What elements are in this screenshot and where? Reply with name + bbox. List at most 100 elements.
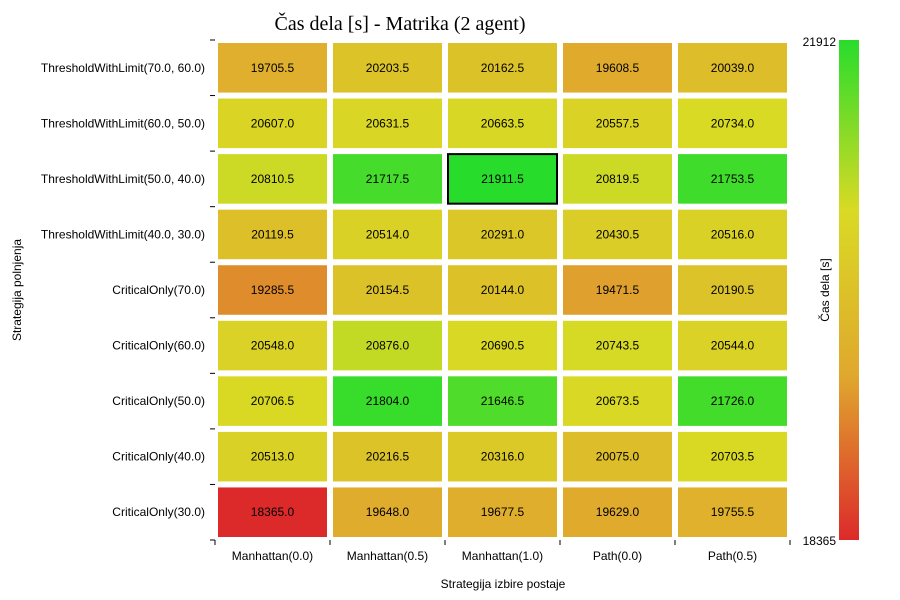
- cell-value-label: 20316.0: [481, 450, 525, 464]
- cell-value-label: 20430.5: [596, 227, 640, 241]
- heatmap-cell: [333, 320, 442, 371]
- y-tick-label: ThresholdWithLimit(70.0, 60.0): [41, 61, 205, 75]
- x-tick-labels: Manhattan(0.0) Manhattan(0.5) Manhattan(1.…: [214, 540, 791, 563]
- heatmap-cell: [678, 43, 787, 93]
- cell-value-label: 21753.5: [711, 172, 755, 186]
- cell-value-label: 21717.5: [366, 172, 410, 186]
- heatmap-cell: [218, 376, 327, 426]
- colorbar-max-label: 21912: [803, 35, 837, 49]
- heatmap-cell: [448, 98, 557, 149]
- heatmap-cell: [218, 320, 327, 371]
- cell-value-label: 20743.5: [596, 339, 640, 353]
- heatmap-cell: [448, 376, 557, 426]
- heatmap-cell: [218, 487, 327, 537]
- x-axis-label: Strategija izbire postaje: [441, 577, 566, 591]
- heatmap-cell: [563, 154, 672, 204]
- cell-value-label: 20190.5: [711, 283, 755, 297]
- heatmap-cell: [218, 209, 327, 260]
- colorbar-min-label: 18365: [803, 534, 837, 548]
- cell-value-label: 19677.5: [481, 505, 525, 519]
- y-tick-label: CriticalOnly(40.0): [112, 450, 205, 464]
- y-tick-label: CriticalOnly(70.0): [112, 283, 205, 297]
- heatmap-cell: [678, 209, 787, 260]
- heatmap-cell: [333, 431, 442, 482]
- x-tick-label: Manhattan(0.5): [347, 549, 428, 563]
- cell-value-label: 20690.5: [481, 339, 525, 353]
- heatmap-cell: [218, 43, 327, 93]
- y-tick-labels: ThresholdWithLimit(70.0, 60.0) ThresholdW…: [41, 39, 215, 541]
- cell-value-label: 20673.5: [596, 394, 640, 408]
- cell-value-label: 21804.0: [366, 394, 410, 408]
- x-tick-label: Path(0.0): [593, 549, 642, 563]
- cell-value-label: 20516.0: [711, 227, 755, 241]
- cell-value-label: 19755.5: [711, 505, 755, 519]
- cell-value-label: 20291.0: [481, 227, 525, 241]
- cell-value-label: 20544.0: [711, 339, 755, 353]
- heatmap-cell: [678, 320, 787, 371]
- y-tick-label: ThresholdWithLimit(40.0, 30.0): [41, 227, 205, 241]
- heatmap-cell: [218, 265, 327, 315]
- cell-value-label: 20810.5: [251, 172, 295, 186]
- cell-value-label: 19648.0: [366, 505, 410, 519]
- cell-value-label: 20548.0: [251, 339, 295, 353]
- cell-value-label: 20607.0: [251, 116, 295, 130]
- cell-value-label: 20039.0: [711, 61, 755, 75]
- cell-value-label: 19629.0: [596, 505, 640, 519]
- cell-value-label: 20514.0: [366, 227, 410, 241]
- heatmap-cell: [563, 487, 672, 537]
- cell-value-label: 20162.5: [481, 61, 525, 75]
- cell-value-label: 20119.5: [251, 227, 294, 241]
- heatmap-cell: [678, 376, 787, 426]
- heatmap-cell: [448, 43, 557, 93]
- heatmap-cell: [678, 98, 787, 149]
- cell-value-label: 19608.5: [596, 61, 640, 75]
- heatmap-cell: [448, 431, 557, 482]
- y-axis-label: Strategija polnjenja: [10, 239, 24, 341]
- cell-value-label: 18365.0: [251, 505, 295, 519]
- heatmap-cell: [563, 320, 672, 371]
- cell-value-label: 20663.5: [481, 116, 525, 130]
- cell-value-label: 19705.5: [251, 61, 295, 75]
- cell-value-label: 20216.5: [366, 450, 410, 464]
- heatmap-cell: [563, 43, 672, 93]
- colorbar: [839, 40, 859, 540]
- heatmap-cell: [678, 265, 787, 315]
- heatmap-cells: 19705.5 20203.5 20162.5 19608.5 20039.0 20607…: [215, 40, 790, 540]
- cell-value-label: 20513.0: [251, 450, 295, 464]
- heatmap-cell: [678, 431, 787, 482]
- heatmap-cell: [333, 209, 442, 260]
- cell-value-label: 20876.0: [366, 339, 410, 353]
- heatmap-cell: [218, 431, 327, 482]
- heatmap-cell: [333, 98, 442, 149]
- cell-value-label: 20203.5: [366, 61, 410, 75]
- x-tick-label: Path(0.5): [708, 549, 757, 563]
- cell-value-label: 21911.5: [481, 172, 524, 186]
- cell-value-label: 19285.5: [251, 283, 295, 297]
- cell-value-label: 20734.0: [711, 116, 755, 130]
- cell-value-label: 21726.0: [711, 394, 755, 408]
- heatmap-cell: [333, 265, 442, 315]
- heatmap-cell: [218, 98, 327, 149]
- heatmap-cell: [447, 153, 558, 205]
- x-tick-label: Manhattan(1.0): [462, 549, 543, 563]
- heatmap-cell: [563, 98, 672, 149]
- heatmap-cell: [333, 43, 442, 93]
- cell-value-label: 20144.0: [481, 283, 525, 297]
- y-tick-label: CriticalOnly(60.0): [112, 339, 205, 353]
- heatmap-cell: [333, 487, 442, 537]
- cell-value-label: 20075.0: [596, 450, 640, 464]
- heatmap-cell: [448, 265, 557, 315]
- cell-value-label: 20154.5: [366, 283, 410, 297]
- y-tick-label: CriticalOnly(30.0): [112, 505, 205, 519]
- heatmap-cell: [678, 154, 787, 204]
- cell-value-label: 20819.5: [596, 172, 640, 186]
- heatmap-cell: [218, 154, 327, 204]
- colorbar-label: Čas dela [s]: [817, 258, 832, 321]
- heatmap-cell: [448, 320, 557, 371]
- chart-title: Čas dela [s] - Matrika (2 agent): [274, 11, 525, 35]
- cell-value-label: 20706.5: [251, 394, 295, 408]
- cell-value-label: 20631.5: [366, 116, 410, 130]
- y-tick-label: ThresholdWithLimit(50.0, 40.0): [41, 172, 205, 186]
- y-tick-label: ThresholdWithLimit(60.0, 50.0): [41, 116, 205, 130]
